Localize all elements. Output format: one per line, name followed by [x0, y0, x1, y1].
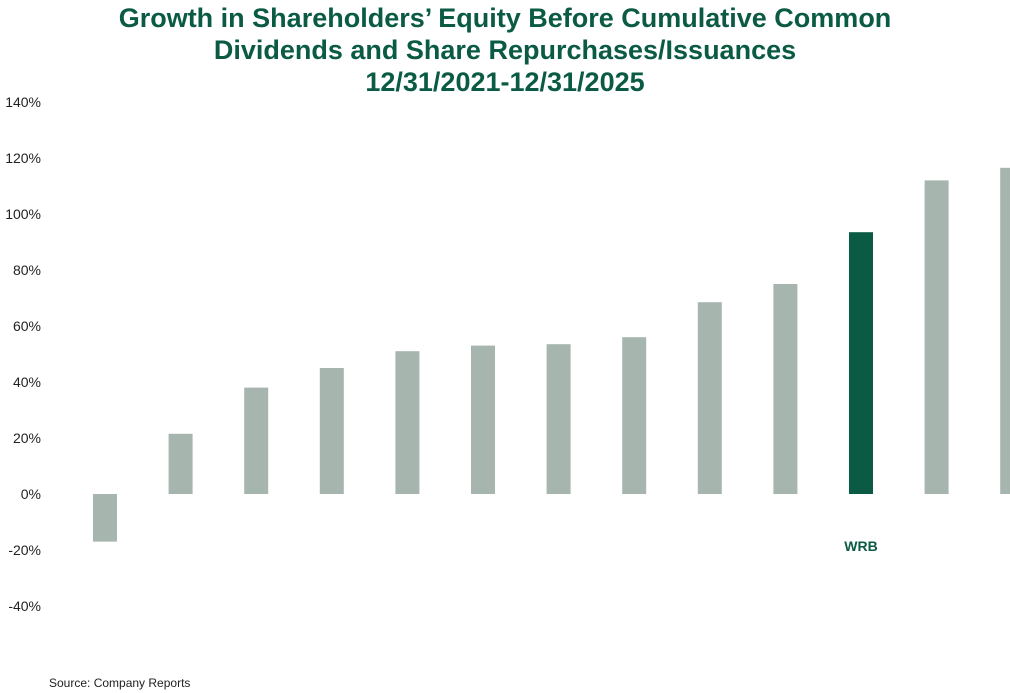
bar — [546, 344, 571, 494]
bar — [244, 387, 269, 494]
source-note: Source: Company Reports — [49, 676, 191, 690]
y-tick-label: 140% — [5, 94, 41, 110]
chart-title-line-1: Growth in Shareholders’ Equity Before Cu… — [118, 3, 892, 33]
y-tick-label: 80% — [13, 262, 41, 278]
y-tick-label: -20% — [8, 542, 41, 558]
bar — [93, 494, 117, 542]
bar — [471, 345, 495, 494]
bar — [1000, 167, 1010, 495]
bar-highlight — [849, 232, 873, 494]
bar — [773, 284, 798, 494]
bar — [924, 180, 949, 494]
bar — [697, 302, 722, 494]
y-tick-label: -40% — [8, 598, 41, 614]
bar — [395, 351, 420, 494]
bar — [319, 368, 344, 494]
y-tick-label: 120% — [5, 150, 41, 166]
y-tick-label: 100% — [5, 206, 41, 222]
bar-label: WRB — [844, 538, 877, 554]
y-tick-label: 60% — [13, 318, 41, 334]
bar — [622, 337, 647, 494]
bar — [168, 433, 193, 494]
chart-title: Growth in Shareholders’ Equity Before Cu… — [0, 2, 1010, 98]
chart-title-line-2: Dividends and Share Repurchases/Issuance… — [213, 35, 797, 65]
y-tick-label: 0% — [21, 486, 41, 502]
y-tick-label: 20% — [13, 430, 41, 446]
y-tick-label: 40% — [13, 374, 41, 390]
chart-title-line-3: 12/31/2021-12/31/2025 — [365, 67, 645, 97]
